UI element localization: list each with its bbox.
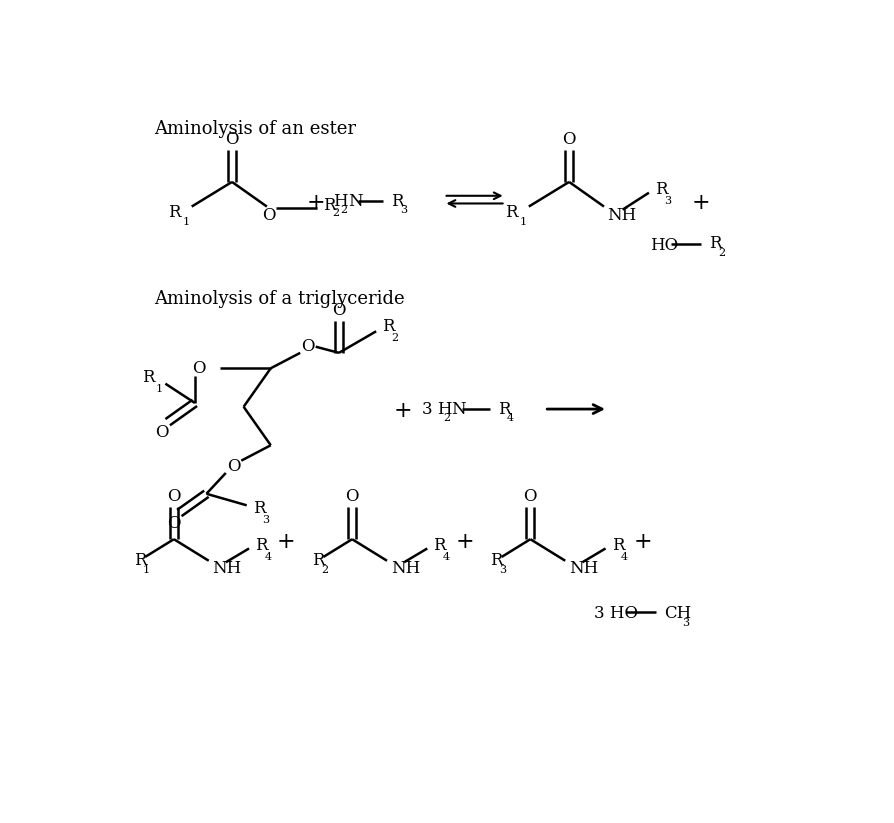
- Text: 4: 4: [620, 551, 628, 561]
- Text: 2: 2: [717, 249, 724, 258]
- Text: +: +: [306, 192, 325, 214]
- Text: O: O: [225, 131, 239, 148]
- Text: R: R: [133, 552, 146, 570]
- Text: 3 H: 3 H: [421, 401, 451, 417]
- Text: O: O: [167, 514, 181, 532]
- Text: 4: 4: [443, 551, 450, 561]
- Text: O: O: [561, 131, 575, 148]
- Text: R: R: [255, 537, 267, 554]
- Text: +: +: [455, 531, 473, 552]
- Text: R: R: [253, 500, 266, 517]
- Text: N: N: [451, 401, 466, 417]
- Text: R: R: [382, 319, 394, 335]
- Text: NH: NH: [569, 560, 598, 577]
- Text: O: O: [167, 488, 181, 505]
- Text: 1: 1: [519, 217, 526, 227]
- Text: R: R: [505, 204, 518, 221]
- Text: R: R: [323, 197, 335, 213]
- Text: 4: 4: [507, 413, 514, 423]
- Text: O: O: [191, 360, 206, 377]
- Text: 3: 3: [400, 205, 407, 215]
- Text: +: +: [633, 531, 652, 552]
- Text: R: R: [708, 235, 721, 252]
- Text: +: +: [276, 531, 295, 552]
- Text: 2: 2: [321, 565, 328, 575]
- Text: R: R: [433, 537, 445, 554]
- Text: NH: NH: [391, 560, 419, 577]
- Text: 2: 2: [392, 332, 399, 343]
- Text: N: N: [348, 193, 362, 210]
- Text: O: O: [523, 488, 536, 505]
- Text: R: R: [168, 204, 181, 221]
- Text: 3: 3: [499, 565, 506, 575]
- Text: Aminolysis of an ester: Aminolysis of an ester: [155, 120, 356, 138]
- Text: 3 HO: 3 HO: [594, 605, 637, 621]
- Text: 3: 3: [663, 196, 670, 206]
- Text: CH: CH: [663, 605, 690, 621]
- Text: 2: 2: [333, 208, 340, 218]
- Text: O: O: [301, 338, 315, 356]
- Text: R: R: [654, 181, 667, 198]
- Text: 1: 1: [182, 217, 190, 227]
- Text: R: R: [391, 193, 403, 210]
- Text: 3: 3: [681, 618, 688, 628]
- Text: HO: HO: [650, 236, 678, 253]
- Text: +: +: [691, 192, 710, 214]
- Text: R: R: [611, 537, 623, 554]
- Text: 2: 2: [443, 413, 451, 423]
- Text: R: R: [490, 552, 502, 570]
- Text: O: O: [156, 424, 169, 440]
- Text: R: R: [497, 401, 510, 417]
- Text: O: O: [226, 458, 240, 476]
- Text: Aminolysis of a triglyceride: Aminolysis of a triglyceride: [155, 290, 405, 308]
- Text: O: O: [332, 302, 345, 319]
- Text: O: O: [261, 207, 274, 225]
- Text: NH: NH: [213, 560, 241, 577]
- Text: 2: 2: [340, 205, 347, 215]
- Text: 1: 1: [156, 384, 163, 393]
- Text: O: O: [345, 488, 358, 505]
- Text: 3: 3: [262, 514, 269, 524]
- Text: 1: 1: [143, 565, 150, 575]
- Text: NH: NH: [606, 207, 636, 225]
- Text: H: H: [333, 193, 347, 210]
- Text: R: R: [311, 552, 324, 570]
- Text: 4: 4: [265, 551, 272, 561]
- Text: +: +: [392, 400, 411, 421]
- Text: R: R: [142, 369, 155, 386]
